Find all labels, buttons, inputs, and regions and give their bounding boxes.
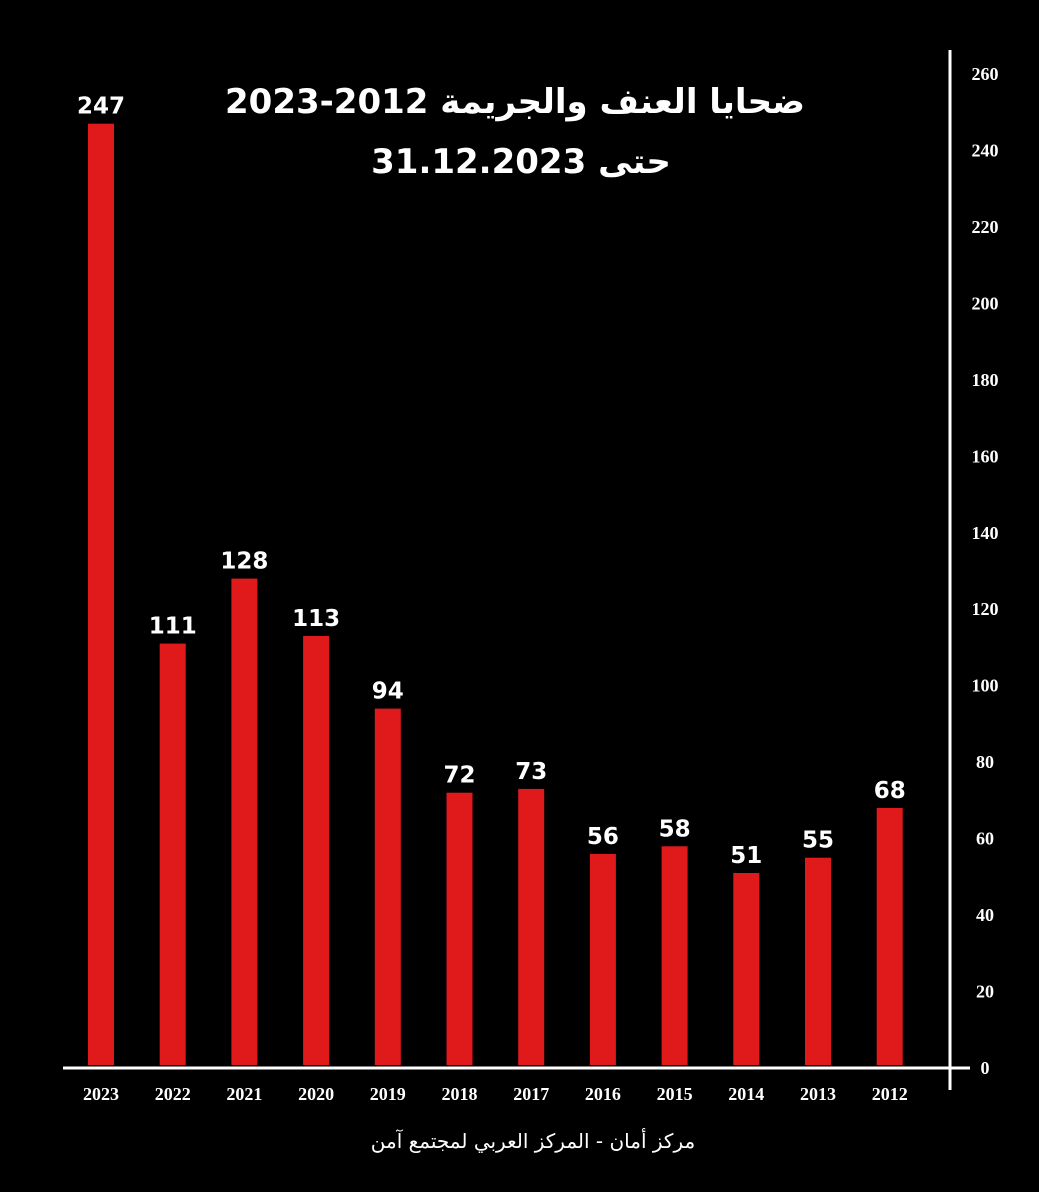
value-label-2015: 58 <box>659 816 691 842</box>
value-label-2018: 72 <box>443 763 475 789</box>
bar-2018 <box>446 792 473 1065</box>
x-tick-label-2016: 2016 <box>585 1084 621 1104</box>
x-tick-label-2014: 2014 <box>728 1084 764 1104</box>
y-tick-label-140: 140 <box>972 523 999 543</box>
bars-group <box>88 123 903 1065</box>
value-label-2023: 247 <box>77 94 125 120</box>
value-label-2012: 68 <box>874 778 906 804</box>
source-caption: مركز أمان - المركز العربي لمجتمع آمن <box>371 1128 695 1154</box>
bar-2014 <box>733 873 760 1065</box>
x-tick-label-2020: 2020 <box>298 1084 334 1104</box>
y-tick-label-260: 260 <box>972 64 999 84</box>
y-tick-label-60: 60 <box>976 829 994 849</box>
y-tick-label-80: 80 <box>976 752 994 772</box>
bar-2013 <box>805 857 831 1065</box>
value-label-2013: 55 <box>802 828 834 854</box>
y-tick-label-40: 40 <box>976 905 994 925</box>
y-tick-label-180: 180 <box>972 370 999 390</box>
x-tick-label-2019: 2019 <box>370 1084 406 1104</box>
x-tick-label-2017: 2017 <box>513 1084 549 1104</box>
bar-2020 <box>303 636 330 1065</box>
y-tick-label-200: 200 <box>972 293 999 313</box>
y-tick-label-240: 240 <box>972 141 999 161</box>
y-tick-label-220: 220 <box>972 217 999 237</box>
y-tick-label-0: 0 <box>981 1058 990 1078</box>
y-tick-label-100: 100 <box>972 676 999 696</box>
x-tick-label-2012: 2012 <box>872 1084 908 1104</box>
x-tick-label-2022: 2022 <box>155 1084 191 1104</box>
x-tick-labels-group: 2023 2022 2021 2020 2019 2018 2017 2016 2015 2014… <box>83 1084 908 1104</box>
y-tick-label-160: 160 <box>972 446 999 466</box>
bar-2015 <box>661 846 688 1065</box>
x-tick-label-2023: 2023 <box>83 1084 119 1104</box>
value-label-2017: 73 <box>515 759 547 785</box>
value-label-2021: 128 <box>220 549 268 575</box>
value-label-2014: 51 <box>730 843 762 869</box>
y-tick-label-120: 120 <box>972 599 999 619</box>
x-tick-label-2013: 2013 <box>800 1084 836 1104</box>
bar-2022 <box>159 643 186 1065</box>
y-tick-label-20: 20 <box>976 982 994 1002</box>
chart-title: ضحايا العنف والجريمة 2012-2023 <box>225 82 805 122</box>
bar-2021 <box>231 578 258 1065</box>
bar-2017 <box>518 788 545 1065</box>
value-label-2019: 94 <box>372 679 404 705</box>
bar-2012 <box>876 808 903 1065</box>
value-labels-group: 247 111 128 113 94 72 73 56 58 51 55 68 <box>77 94 906 869</box>
y-tick-labels-group: 0 20 40 60 80 100 120 140 160 180 200 220 240 260 <box>972 64 999 1078</box>
bar-2023 <box>88 123 114 1065</box>
value-label-2020: 113 <box>292 606 340 632</box>
x-tick-label-2015: 2015 <box>657 1084 693 1104</box>
bar-2019 <box>374 708 401 1065</box>
x-tick-label-2018: 2018 <box>442 1084 478 1104</box>
value-label-2016: 56 <box>587 824 619 850</box>
bar-2016 <box>589 853 616 1065</box>
chart-subtitle: حتى 31.12.2023 <box>371 142 671 182</box>
value-label-2022: 111 <box>149 614 197 640</box>
x-tick-label-2021: 2021 <box>226 1084 262 1104</box>
